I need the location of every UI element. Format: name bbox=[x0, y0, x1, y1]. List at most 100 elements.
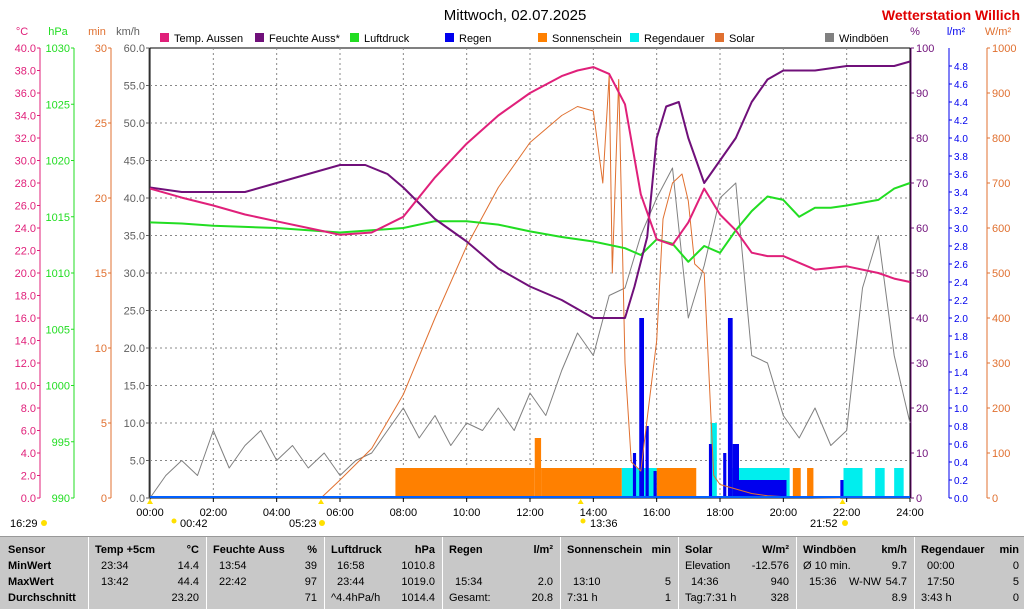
bar-regen bbox=[645, 426, 649, 498]
minutes-axis-tick-label: 20 bbox=[95, 193, 107, 205]
series-line bbox=[149, 66, 911, 283]
bar-regendauer bbox=[875, 468, 885, 498]
stat-max-value: 97 bbox=[304, 576, 317, 588]
moonrise-icon bbox=[580, 518, 586, 524]
temp-axis-tick-label: 32.0 bbox=[15, 133, 36, 145]
stat-unit: l/m² bbox=[533, 544, 553, 556]
stat-title: Luftdruck bbox=[331, 544, 382, 556]
stat-avg-label: Gesamt: bbox=[449, 592, 491, 604]
pressure-axis-tick-label: 1010 bbox=[46, 268, 70, 280]
pressure-axis-tick-label: 1030 bbox=[46, 43, 70, 55]
stat-min-label: Ø 10 min. bbox=[803, 560, 851, 572]
minutes-axis-tick-label: 0 bbox=[101, 493, 107, 505]
x-tick-label: 04:00 bbox=[263, 507, 291, 519]
stat-unit: °C bbox=[186, 544, 199, 556]
stat-avg-value: 1014.4 bbox=[401, 592, 435, 604]
x-tick-label: 20:00 bbox=[770, 507, 798, 519]
right-axes: 0 10 20 30 40 50 60 70 80 90 100 0.0 0.2 0.4 0.6 0.8 1.0… bbox=[910, 43, 1016, 505]
stat-max-time: 14:36 bbox=[691, 576, 719, 588]
wind-axis-tick-label: 5.0 bbox=[130, 456, 145, 468]
stats-col-sonne: Sonnenschein min 13:10 5 7:31 h 1 bbox=[560, 537, 679, 609]
temp-axis-tick-label: 40.0 bbox=[15, 43, 36, 55]
legend-label: Regen bbox=[459, 33, 491, 45]
rain-axis-tick-label: 4.8 bbox=[954, 62, 968, 73]
moonset-time: 00:42 bbox=[180, 518, 208, 530]
stat-min-value: -12.576 bbox=[751, 560, 789, 572]
temp-axis-tick-label: 20.0 bbox=[15, 268, 36, 280]
stat-min-time: 00:00 bbox=[927, 560, 955, 572]
legend-swatch bbox=[538, 33, 547, 42]
x-tick-label: 22:00 bbox=[833, 507, 861, 519]
rain-axis-tick-label: 0.8 bbox=[954, 422, 968, 433]
stat-min-value: 39 bbox=[304, 560, 317, 572]
x-tick-label: 14:00 bbox=[580, 507, 608, 519]
stat-title: Sonnenschein bbox=[567, 544, 643, 556]
solar-axis-tick-label: 900 bbox=[992, 88, 1010, 100]
sunrise-time: 05:23 bbox=[289, 518, 317, 530]
marker-triangle bbox=[147, 499, 153, 504]
minutes-axis-tick-label: 15 bbox=[95, 268, 107, 280]
stat-title: Temp +5cm bbox=[95, 544, 156, 556]
solar-axis-tick-label: 700 bbox=[992, 178, 1010, 190]
legend-label: Sonnenschein bbox=[552, 33, 622, 45]
rain-axis-tick-label: 2.6 bbox=[954, 260, 968, 271]
rain-axis-tick-label: 4.6 bbox=[954, 80, 968, 91]
humidity-axis-tick-label: 50 bbox=[916, 268, 928, 280]
rain-axis-tick-label: 4.0 bbox=[954, 134, 968, 145]
chart-legend: Temp. Aussen Feuchte Auss* Luftdruck Regen S… bbox=[160, 33, 889, 45]
temp-axis-tick-label: 16.0 bbox=[15, 313, 36, 325]
stat-title: Feuchte Auss bbox=[213, 544, 285, 556]
bar-sonnenschein bbox=[534, 438, 542, 498]
humidity-axis-tick-label: 90 bbox=[916, 88, 928, 100]
x-tick-label: 10:00 bbox=[453, 507, 481, 519]
stat-unit: hPa bbox=[414, 544, 435, 556]
stat-min-time: 23:34 bbox=[101, 560, 129, 572]
stat-max-time: 15:34 bbox=[455, 576, 483, 588]
legend-swatch bbox=[715, 33, 724, 42]
rain-axis-tick-label: 2.8 bbox=[954, 242, 968, 253]
rain-axis-tick-label: 1.0 bbox=[954, 404, 968, 415]
bar-regen bbox=[653, 471, 657, 498]
rain-axis-tick-label: 1.2 bbox=[954, 386, 968, 397]
stats-col-temp: Temp +5cm °C 23:34 14.4 13:42 44.4 23.20 bbox=[88, 537, 207, 609]
wind-axis-tick-label: 15.0 bbox=[124, 381, 145, 393]
bar-sonnenschein bbox=[656, 468, 697, 498]
humidity-axis-tick-label: 100 bbox=[916, 43, 934, 55]
humidity-axis-tick-label: 0 bbox=[916, 493, 922, 505]
stat-unit: W/m² bbox=[762, 544, 789, 556]
stats-col-luftdruck: Luftdruck hPa 16:58 1010.8 23:44 1019.0 … bbox=[324, 537, 443, 609]
solar-axis-tick-label: 500 bbox=[992, 268, 1010, 280]
stat-max-value: 5 bbox=[1012, 576, 1019, 588]
wind-axis-tick-label: 55.0 bbox=[124, 81, 145, 93]
stat-max-value: 940 bbox=[770, 576, 789, 588]
minutes-axis-tick-label: 25 bbox=[95, 118, 107, 130]
moon-icon bbox=[171, 518, 177, 524]
solar-axis-tick-label: 0 bbox=[992, 493, 998, 505]
bar-regen bbox=[727, 318, 733, 498]
stat-min-value: 1010.8 bbox=[401, 560, 435, 572]
sunset-time: 21:52 bbox=[810, 518, 838, 530]
stat-max-time: 22:42 bbox=[219, 576, 247, 588]
solar-axis-tick-label: 400 bbox=[992, 313, 1010, 325]
unit-pct: % bbox=[910, 26, 920, 38]
temp-axis-tick-label: 10.0 bbox=[15, 381, 36, 393]
row-label-min: MinWert bbox=[8, 560, 52, 572]
wind-axis-tick-label: 0.0 bbox=[130, 493, 145, 505]
legend-swatch bbox=[255, 33, 264, 42]
solar-axis-tick-label: 300 bbox=[992, 358, 1010, 370]
rain-axis-tick-label: 3.6 bbox=[954, 170, 968, 181]
bar-regen bbox=[840, 480, 844, 498]
rain-axis-tick-label: 3.2 bbox=[954, 206, 968, 217]
stat-max-value: 44.4 bbox=[177, 576, 199, 588]
stat-min-label: Elevation bbox=[685, 560, 731, 572]
bar-sonnenschein bbox=[792, 468, 801, 498]
temp-axis-tick-label: 0.0 bbox=[21, 493, 36, 505]
temp-axis-tick-label: 36.0 bbox=[15, 88, 36, 100]
stat-avg-value: 71 bbox=[304, 592, 317, 604]
legend-label: Windböen bbox=[839, 33, 889, 45]
stat-min-value: 9.7 bbox=[891, 560, 907, 572]
bar-regen bbox=[723, 453, 727, 498]
stats-table: Sensor MinWert MaxWert Durchschnitt Temp… bbox=[0, 536, 1024, 609]
rain-axis-tick-label: 0.6 bbox=[954, 440, 968, 451]
wind-axis-tick-label: 25.0 bbox=[124, 306, 145, 318]
